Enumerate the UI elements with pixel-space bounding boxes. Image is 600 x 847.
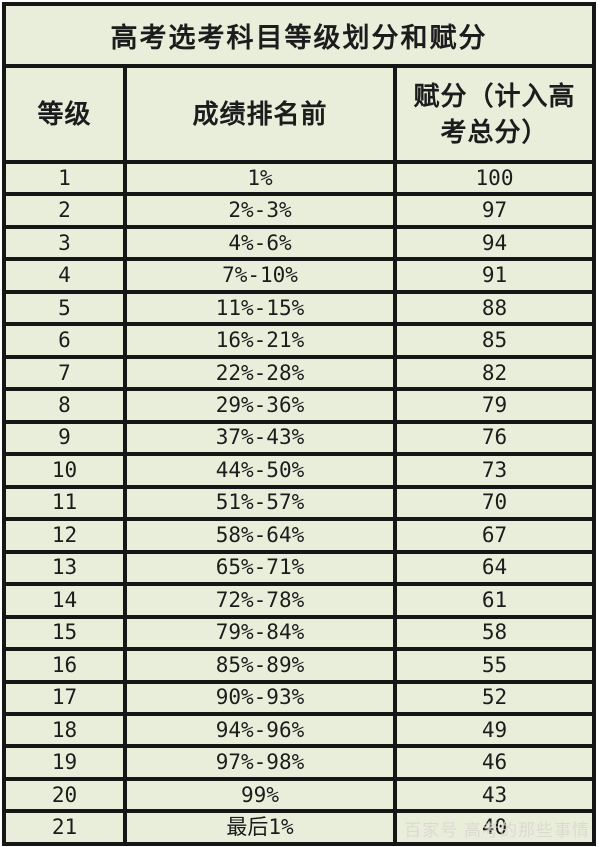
score-cell: 82 [393,354,596,392]
score-cell: 40 [393,809,596,846]
table-row: 17 90%-93% 52 [2,679,596,716]
rank-cell: 79%-84% [123,614,397,652]
header-row: 等级 成绩排名前 赋分（计入高考总分） [2,64,596,164]
grade-cell: 18 [2,711,127,749]
rank-cell: 1% [123,159,397,197]
column-header-grade: 等级 [2,64,127,164]
rank-cell: 94%-96% [123,711,397,749]
grade-cell: 19 [2,744,127,781]
score-cell: 97 [393,192,596,229]
table-row: 19 97%-98% 46 [2,744,596,781]
table-row: 4 7%-10% 91 [2,257,596,294]
score-cell: 49 [393,711,596,749]
score-cell: 58 [393,614,596,652]
table-row: 14 72%-78% 61 [2,582,596,619]
rank-cell: 44%-50% [123,452,397,489]
table-row: 3 4%-6% 94 [2,224,596,262]
table-row: 1 1% 100 [2,159,596,197]
table-row: 2 2%-3% 97 [2,192,596,229]
score-cell: 85 [393,322,596,359]
table-row: 13 65%-71% 64 [2,549,596,587]
grade-cell: 20 [2,776,127,814]
grade-cell: 11 [2,484,127,522]
table-row: 6 16%-21% 85 [2,322,596,359]
grade-cell: 5 [2,289,127,327]
rank-cell: 90%-93% [123,679,397,716]
rank-cell: 58%-64% [123,517,397,554]
table-row: 12 58%-64% 67 [2,517,596,554]
grade-cell: 2 [2,192,127,229]
score-cell: 61 [393,582,596,619]
score-cell: 67 [393,517,596,554]
score-cell: 76 [393,419,596,457]
grade-cell: 10 [2,452,127,489]
grade-cell: 13 [2,549,127,587]
grade-cell: 14 [2,582,127,619]
score-cell: 88 [393,289,596,327]
score-cell: 70 [393,484,596,522]
title-row: 高考选考科目等级划分和赋分 [2,2,596,68]
grade-cell: 17 [2,679,127,716]
rank-cell: 22%-28% [123,354,397,392]
rank-cell: 29%-36% [123,387,397,424]
table-row: 8 29%-36% 79 [2,387,596,424]
grade-cell: 16 [2,647,127,684]
rank-cell: 2%-3% [123,192,397,229]
table-row: 11 51%-57% 70 [2,484,596,522]
grade-cell: 15 [2,614,127,652]
rank-cell: 7%-10% [123,257,397,294]
table-row: 18 94%-96% 49 [2,711,596,749]
score-cell: 55 [393,647,596,684]
rank-cell: 16%-21% [123,322,397,359]
table-title: 高考选考科目等级划分和赋分 [2,2,596,68]
table-row: 9 37%-43% 76 [2,419,596,457]
grade-cell: 7 [2,354,127,392]
grade-cell: 1 [2,159,127,197]
rank-cell: 最后1% [123,809,397,846]
rank-cell: 4%-6% [123,224,397,262]
grade-cell: 4 [2,257,127,294]
table-row: 7 22%-28% 82 [2,354,596,392]
table-row: 15 79%-84% 58 [2,614,596,652]
rank-cell: 65%-71% [123,549,397,587]
table-row: 21 最后1% 40 [2,809,596,846]
score-cell: 94 [393,224,596,262]
grade-cell: 9 [2,419,127,457]
score-cell: 100 [393,159,596,197]
score-cell: 64 [393,549,596,587]
grade-cell: 12 [2,517,127,554]
table-body: 1 1% 100 2 2%-3% 97 3 4%-6% 94 4 7%-10% … [2,159,596,846]
table-row: 20 99% 43 [2,776,596,814]
rank-cell: 99% [123,776,397,814]
score-cell: 91 [393,257,596,294]
column-header-rank: 成绩排名前 [123,64,397,164]
rank-cell: 11%-15% [123,289,397,327]
score-cell: 43 [393,776,596,814]
score-cell: 79 [393,387,596,424]
grade-cell: 3 [2,224,127,262]
rank-cell: 37%-43% [123,419,397,457]
grade-cell: 8 [2,387,127,424]
rank-cell: 97%-98% [123,744,397,781]
grade-cell: 21 [2,809,127,846]
table-row: 16 85%-89% 55 [2,647,596,684]
rank-cell: 72%-78% [123,582,397,619]
table-row: 5 11%-15% 88 [2,289,596,327]
rank-cell: 51%-57% [123,484,397,522]
rank-cell: 85%-89% [123,647,397,684]
column-header-score: 赋分（计入高考总分） [393,64,596,164]
score-cell: 46 [393,744,596,781]
table-row: 10 44%-50% 73 [2,452,596,489]
score-cell: 73 [393,452,596,489]
grade-cell: 6 [2,322,127,359]
score-cell: 52 [393,679,596,716]
